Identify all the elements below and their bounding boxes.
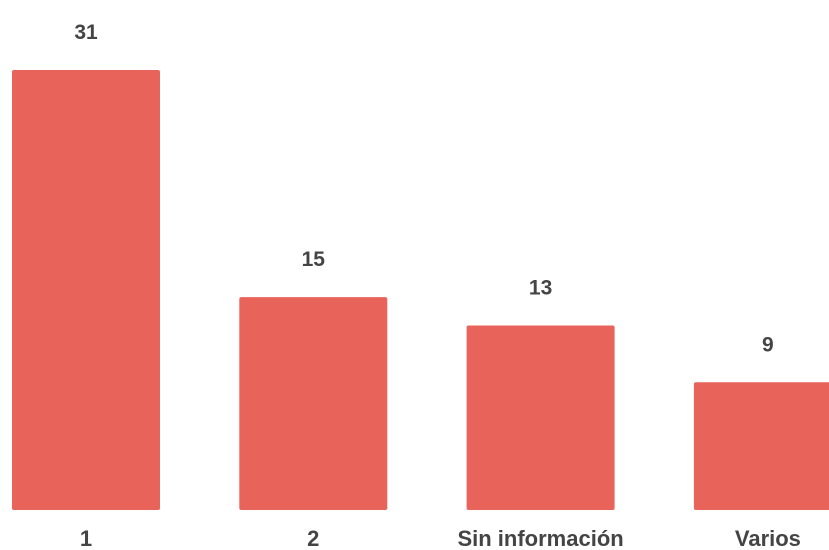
x-tick-label-2: Sin información — [457, 526, 623, 550]
tick-labels-layer: 1 2 Sin información Varios — [80, 526, 801, 550]
bars-layer — [12, 70, 829, 510]
bar-2 — [466, 325, 615, 510]
x-tick-label-1: 2 — [307, 526, 319, 550]
value-label-1: 15 — [302, 248, 326, 271]
bar-0 — [12, 70, 160, 510]
value-label-0: 31 — [74, 21, 98, 44]
x-tick-label-0: 1 — [80, 526, 92, 550]
bar-3 — [693, 382, 829, 510]
bar-1 — [239, 297, 388, 510]
value-labels-layer: 31 15 13 9 — [74, 21, 773, 356]
value-label-2: 13 — [529, 277, 552, 300]
x-tick-label-3: Varios — [735, 526, 801, 550]
value-label-3: 9 — [762, 333, 774, 356]
